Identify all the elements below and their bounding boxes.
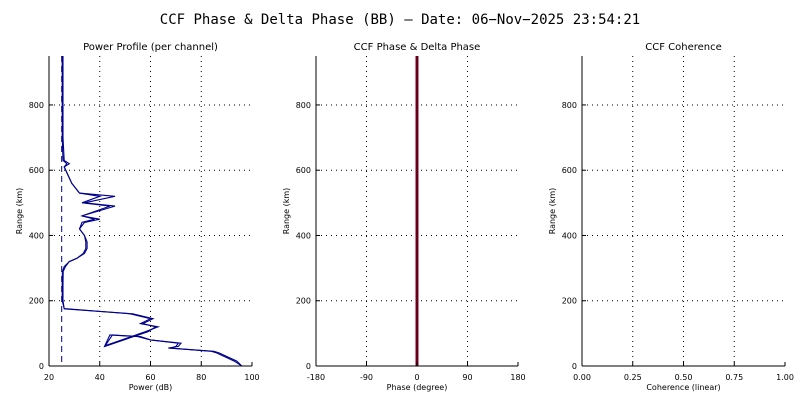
panel-2: CCF Phase & Delta Phase 0 200 400 600 800 -180… [282, 42, 526, 392]
panel-3: CCF Coherence 0 200 400 600 800 0.00 0.25 0.50 0.… [548, 42, 794, 392]
x-tick-label: 20 [44, 373, 54, 382]
y-tick-label: 800 [29, 101, 44, 110]
x-tick-label: 0.00 [573, 373, 591, 382]
x-tick-label: 180 [510, 373, 525, 382]
y-axis-label: Range (km) [548, 188, 557, 235]
y-axis-label: Range (km) [282, 188, 291, 235]
y-tick-label: 400 [296, 231, 311, 240]
series-line [61, 56, 243, 367]
y-tick-label: 400 [562, 231, 577, 240]
y-tick-label: 800 [296, 101, 311, 110]
y-tick-label: 0 [39, 362, 44, 371]
y-tick-label: 800 [562, 101, 577, 110]
panel-title: CCF Coherence [645, 42, 722, 53]
x-tick-label: 0 [414, 373, 419, 382]
x-tick-label: 0.75 [725, 373, 743, 382]
x-axis-label: Power (dB) [129, 383, 173, 392]
x-tick-label: 60 [145, 373, 155, 382]
series-line [62, 56, 243, 367]
y-tick-label: 600 [562, 166, 577, 175]
x-tick-label: 100 [244, 373, 259, 382]
x-tick-label: 80 [196, 373, 206, 382]
x-tick-label: 0.25 [624, 373, 642, 382]
x-axis-label: Coherence (linear) [646, 383, 720, 392]
y-tick-label: 400 [29, 231, 44, 240]
y-tick-label: 600 [29, 166, 44, 175]
panel-title: Power Profile (per channel) [83, 42, 218, 53]
x-tick-label: -90 [360, 373, 373, 382]
y-tick-label: 200 [296, 297, 311, 306]
y-tick-label: 200 [29, 297, 44, 306]
x-axis-label: Phase (degree) [387, 383, 448, 392]
x-tick-label: 90 [462, 373, 472, 382]
y-tick-label: 0 [572, 362, 577, 371]
panel-title: CCF Phase & Delta Phase [354, 42, 481, 53]
figure-title: CCF Phase & Delta Phase (BB) — Date: 06−… [160, 12, 640, 28]
x-tick-label: -180 [307, 373, 325, 382]
x-tick-label: 0.50 [675, 373, 693, 382]
y-tick-label: 200 [562, 297, 577, 306]
x-tick-label: 40 [95, 373, 105, 382]
x-tick-label: 1.00 [776, 373, 794, 382]
y-tick-label: 0 [306, 362, 311, 371]
panel-1: Power Profile (per channel) 0 200 400 600 800… [15, 42, 260, 392]
panels: Power Profile (per channel)0200400600800… [15, 42, 794, 392]
y-tick-label: 600 [296, 166, 311, 175]
y-axis-label: Range (km) [15, 188, 24, 235]
